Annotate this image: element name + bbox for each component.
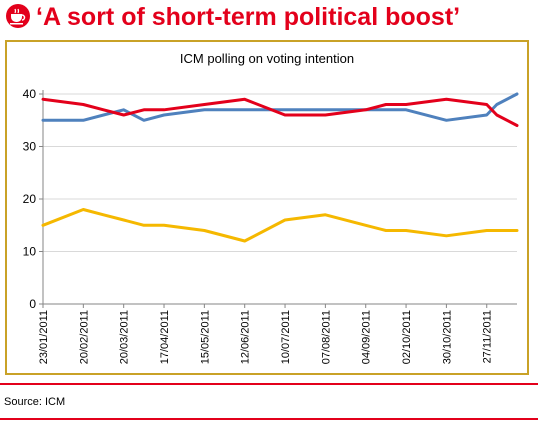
series-line-3 — [41, 208, 519, 243]
teacup-icon — [6, 4, 30, 28]
x-tick-label: 10/07/2011 — [280, 310, 292, 364]
x-tick-label: 15/05/2011 — [199, 310, 211, 364]
x-tick-label: 02/10/2011 — [401, 310, 413, 364]
chart-title: ICM polling on voting intention — [179, 51, 355, 66]
x-tick-label: 23/01/2011 — [38, 310, 50, 364]
series-line-1 — [41, 92, 519, 122]
x-tick-label: 07/08/2011 — [320, 310, 332, 364]
y-tick-label: 10 — [23, 245, 37, 259]
x-tick-label: 17/04/2011 — [159, 310, 171, 364]
x-tick-label: 04/09/2011 — [361, 310, 373, 364]
y-tick-label: 20 — [23, 192, 37, 206]
chart-frame: ICM polling on voting intention 0 10 20 30 4… — [5, 40, 529, 375]
x-tick-label: 20/02/2011 — [78, 310, 90, 364]
x-tick-label: 30/10/2011 — [441, 310, 453, 364]
red-bottom-line — [0, 418, 538, 420]
series-line-2 — [41, 97, 519, 127]
x-tick-label: 27/11/2011 — [482, 310, 494, 363]
source-note: Source: ICM — [4, 396, 66, 408]
x-tick-label: 20/03/2011 — [119, 310, 131, 364]
x-tick-label: 12/06/2011 — [240, 310, 252, 364]
line-chart: 0 10 20 30 40 23/01/2011 20/02/2011 20/03/2011 1… — [23, 87, 519, 364]
y-tick-label: 0 — [29, 297, 36, 311]
y-tick-label: 40 — [23, 87, 37, 101]
red-divider-line — [0, 383, 538, 385]
y-tick-label: 30 — [23, 140, 37, 154]
slide-title: ‘A sort of short-term political boost’ — [36, 3, 461, 31]
